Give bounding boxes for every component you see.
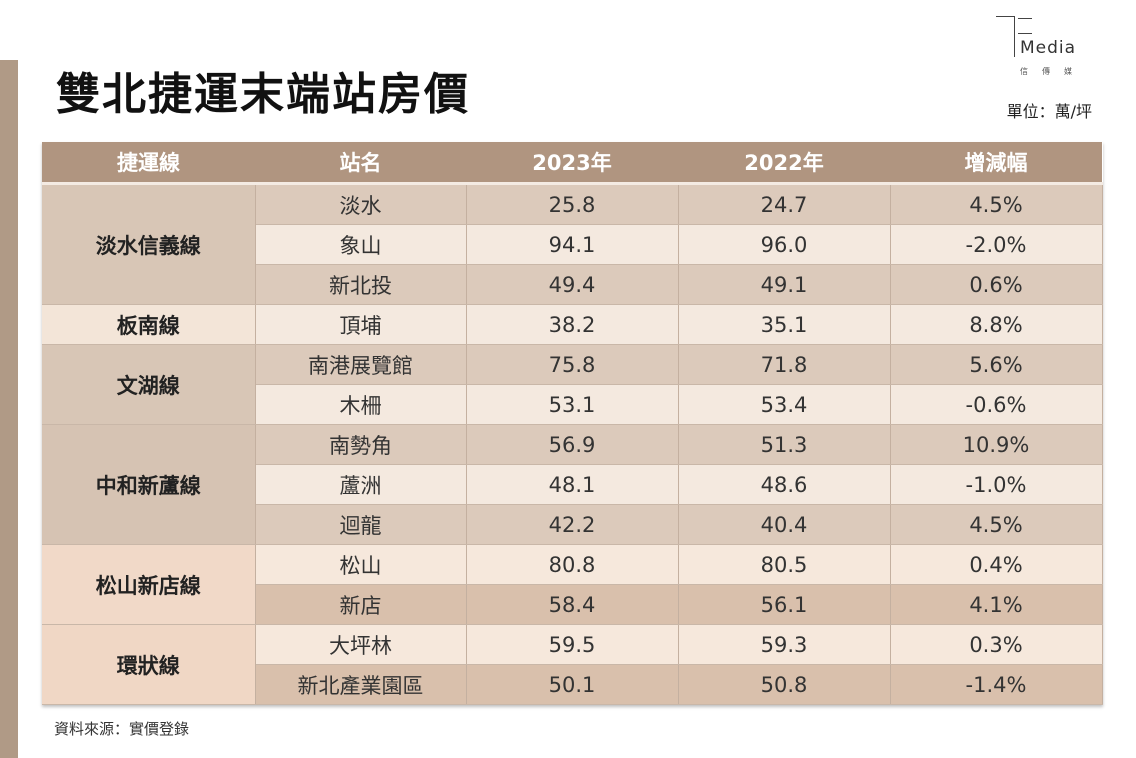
page-title: 雙北捷運末端站房價 xyxy=(56,69,470,120)
station-name: 南勢角 xyxy=(255,424,467,465)
change-rate: 8.8% xyxy=(890,304,1103,345)
table-row: 新北投 49.4 49.1 0.6% xyxy=(42,264,1103,305)
station-name: 蘆洲 xyxy=(255,464,467,505)
line-name: 中和新蘆線 xyxy=(42,424,256,545)
line-name: 環狀線 xyxy=(42,624,256,705)
price-2022: 51.3 xyxy=(678,424,891,465)
price-2022: 80.5 xyxy=(678,544,891,585)
station-name: 象山 xyxy=(255,224,467,265)
station-name: 新北投 xyxy=(255,264,467,305)
price-2022: 48.6 xyxy=(678,464,891,505)
station-name: 大坪林 xyxy=(255,624,467,665)
change-rate: -1.4% xyxy=(890,664,1103,705)
price-2023: 25.8 xyxy=(466,183,679,225)
station-name: 頂埔 xyxy=(255,304,467,345)
left-accent-bar xyxy=(0,60,18,758)
change-rate: -1.0% xyxy=(890,464,1103,505)
unit-label: 單位：萬/坪 xyxy=(1006,102,1092,121)
price-2022: 71.8 xyxy=(678,344,891,385)
change-rate: 0.4% xyxy=(890,544,1103,585)
price-2022: 49.1 xyxy=(678,264,891,305)
price-2022: 24.7 xyxy=(678,183,891,225)
table-row: 松山新店線 松山 80.8 80.5 0.4% xyxy=(42,544,1103,625)
header-2023: 2023年 xyxy=(466,142,678,185)
station-name: 新店 xyxy=(255,584,467,625)
station-name: 木柵 xyxy=(255,384,467,425)
price-2023: 49.4 xyxy=(466,264,679,305)
price-2022: 96.0 xyxy=(678,224,891,265)
price-2023: 42.2 xyxy=(466,504,679,545)
table-row: 環狀線 大坪林 59.5 59.3 0.3% xyxy=(42,624,1103,705)
line-name: 板南線 xyxy=(42,304,256,345)
logo-word: Media xyxy=(1020,38,1077,58)
table-row: 象山 94.1 96.0 -2.0% xyxy=(42,224,1103,265)
price-2023: 75.8 xyxy=(466,344,679,385)
header-station: 站名 xyxy=(255,142,466,185)
change-rate: 4.5% xyxy=(890,183,1103,225)
price-2023: 48.1 xyxy=(466,464,679,505)
price-table: 捷運線 站名 2023年 2022年 增減幅 淡水信義線 淡水 25.8 24.7 4.… xyxy=(42,142,1103,705)
logo-mark xyxy=(1018,18,1032,34)
line-name: 松山新店線 xyxy=(42,544,256,625)
price-2022: 59.3 xyxy=(678,624,891,665)
table-row: 文湖線 南港展覽館 75.8 71.8 5.6% xyxy=(42,344,1103,425)
price-2023: 56.9 xyxy=(466,424,679,465)
logo-subtitle: 信傳媒 xyxy=(1020,67,1086,76)
change-rate: -2.0% xyxy=(890,224,1103,265)
price-2023: 80.8 xyxy=(466,544,679,585)
station-name: 新北產業園區 xyxy=(255,664,467,705)
line-name: 文湖線 xyxy=(42,344,256,425)
price-2022: 40.4 xyxy=(678,504,891,545)
price-2022: 50.8 xyxy=(678,664,891,705)
price-2023: 59.5 xyxy=(466,624,679,665)
price-2023: 58.4 xyxy=(466,584,679,625)
table-row: 板南線 頂埔 38.2 35.1 8.8% xyxy=(42,304,1103,345)
table-row: 中和新蘆線 南勢角 56.9 51.3 10.9% xyxy=(42,424,1103,545)
price-2023: 53.1 xyxy=(466,384,679,425)
table-row: 新店 58.4 56.1 4.1% xyxy=(42,584,1103,625)
header-2022: 2022年 xyxy=(678,142,890,185)
table-body: 淡水信義線 淡水 25.8 24.7 4.5% 象山 94.1 96.0 -2.0% 新北投 49.… xyxy=(42,183,1103,705)
table-header-row: 捷運線 站名 2023年 2022年 增減幅 xyxy=(42,142,1102,185)
price-2022: 35.1 xyxy=(678,304,891,345)
change-rate: 4.5% xyxy=(890,504,1103,545)
price-2022: 56.1 xyxy=(678,584,891,625)
table-row: 淡水信義線 淡水 25.8 24.7 4.5% xyxy=(42,183,1103,305)
source-note: 資料來源：實價登錄 xyxy=(54,720,190,738)
table-row: 新北產業園區 50.1 50.8 -1.4% xyxy=(42,664,1103,705)
change-rate: -0.6% xyxy=(890,384,1103,425)
price-2023: 50.1 xyxy=(466,664,679,705)
station-name: 南港展覽館 xyxy=(255,344,467,385)
change-rate: 4.1% xyxy=(890,584,1103,625)
table-row: 蘆洲 48.1 48.6 -1.0% xyxy=(42,464,1103,505)
change-rate: 5.6% xyxy=(890,344,1103,385)
change-rate: 10.9% xyxy=(890,424,1103,465)
price-2023: 94.1 xyxy=(466,224,679,265)
table-row: 迴龍 42.2 40.4 4.5% xyxy=(42,504,1103,545)
line-name: 淡水信義線 xyxy=(42,183,256,305)
media-logo: Media 信傳媒 xyxy=(996,14,1116,84)
change-rate: 0.6% xyxy=(890,264,1103,305)
change-rate: 0.3% xyxy=(890,624,1103,665)
logo-frame xyxy=(996,16,1015,57)
header-line: 捷運線 xyxy=(42,142,255,185)
price-2023: 38.2 xyxy=(466,304,679,345)
station-name: 松山 xyxy=(255,544,467,585)
table-row: 木柵 53.1 53.4 -0.6% xyxy=(42,384,1103,425)
station-name: 淡水 xyxy=(255,183,467,225)
header-change: 增減幅 xyxy=(890,142,1102,185)
station-name: 迴龍 xyxy=(255,504,467,545)
price-2022: 53.4 xyxy=(678,384,891,425)
